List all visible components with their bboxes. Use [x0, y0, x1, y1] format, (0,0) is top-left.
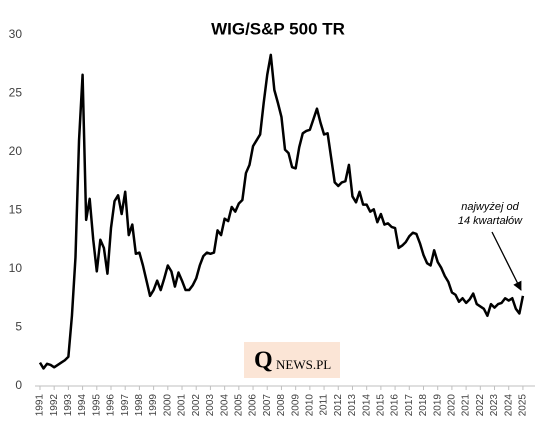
x-tick-label: 2022 [475, 394, 486, 417]
chart-title: WIG/S&P 500 TR [211, 19, 345, 38]
x-tick-label: 1991 [35, 394, 46, 417]
x-tick-label: 2008 [276, 394, 287, 417]
x-tick-label: 2006 [248, 394, 259, 417]
x-tick-label: 2018 [418, 394, 429, 417]
y-tick-label: 5 [15, 320, 22, 334]
x-tick-label: 2010 [304, 394, 315, 417]
x-tick-label: 2020 [447, 394, 458, 417]
x-tick-label: 2001 [177, 394, 188, 417]
x-tick-label: 2011 [319, 394, 330, 416]
x-tick-label: 2003 [205, 394, 216, 417]
x-tick-label: 2023 [489, 394, 500, 417]
x-tick-label: 2000 [162, 394, 173, 417]
x-tick-label: 2002 [191, 394, 202, 417]
x-tick-label: 2013 [347, 394, 358, 417]
x-tick-label: 2019 [432, 394, 443, 417]
y-tick-label: 0 [15, 378, 22, 392]
x-tick-label: 2016 [390, 394, 401, 417]
x-tick-label: 2017 [404, 394, 415, 417]
x-tick-label: 1992 [49, 394, 60, 417]
x-tick-label: 1995 [91, 394, 102, 417]
x-tick-label: 1996 [106, 394, 117, 417]
x-tick-label: 2009 [290, 394, 301, 417]
y-tick-label: 15 [9, 203, 23, 217]
logo-box [244, 342, 340, 378]
x-tick-label: 2014 [361, 394, 372, 417]
logo-text: NEWS.PL [276, 357, 331, 372]
annotation-arrow [491, 231, 522, 291]
x-tick-label: 1999 [148, 394, 159, 417]
x-tick-label: 2024 [503, 394, 514, 417]
x-tick-label: 2007 [262, 394, 273, 417]
y-tick-label: 30 [9, 27, 23, 41]
x-tick-label: 2021 [461, 394, 472, 417]
logo-q: Q [254, 348, 273, 374]
annotation: najwyżej od [461, 201, 519, 213]
annotation: 14 kwartałów [458, 215, 523, 227]
x-tick-label: 2015 [376, 394, 387, 417]
y-tick-label: 25 [9, 86, 23, 100]
y-tick-label: 10 [9, 261, 23, 275]
x-tick-label: 2005 [233, 394, 244, 417]
x-tick-label: 2012 [333, 394, 344, 417]
x-tick-label: 2004 [219, 394, 230, 417]
y-tick-label: 20 [9, 144, 23, 158]
x-tick-label: 2025 [518, 394, 529, 417]
x-tick-label: 1997 [120, 394, 131, 417]
x-tick-label: 1998 [134, 394, 145, 417]
x-tick-label: 1994 [77, 394, 88, 417]
line [38, 53, 525, 370]
x-tick-label: 1993 [63, 394, 74, 417]
